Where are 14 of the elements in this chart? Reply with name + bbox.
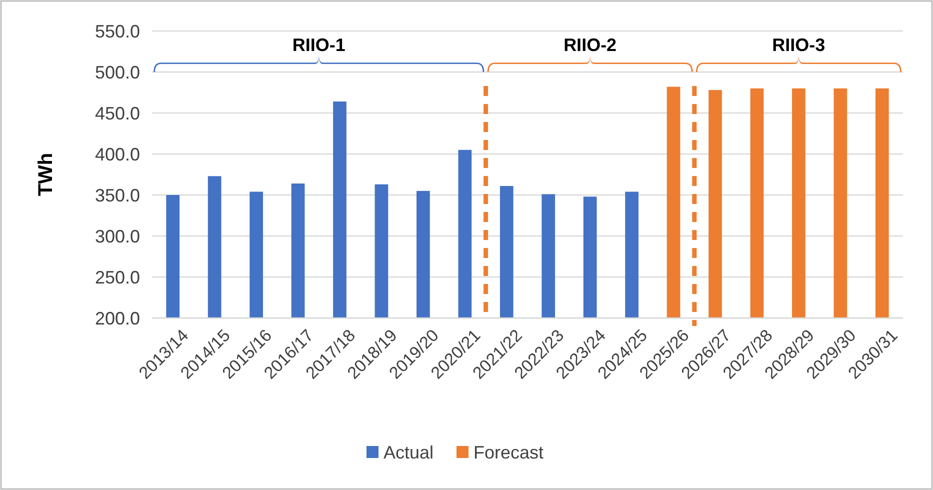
- legend-label: Actual: [384, 442, 434, 462]
- y-tick-label: 300.0: [94, 226, 140, 246]
- y-tick-label: 400.0: [94, 144, 140, 164]
- annotation: RIIO-2: [564, 35, 617, 55]
- y-axis-title: TWh: [35, 152, 57, 196]
- y-tick-label: 250.0: [94, 267, 140, 288]
- y-tick-label: 450.0: [94, 103, 140, 124]
- y-tick-label: 550.0: [94, 21, 140, 42]
- y-tick-label: 350.0: [94, 185, 140, 206]
- annotation: RIIO-3: [772, 35, 826, 55]
- y-tick-label: 500.0: [94, 62, 140, 82]
- annotation: RIIO-1: [292, 35, 346, 55]
- legend-label: Forecast: [474, 442, 544, 462]
- y-tick-label: 200.0: [94, 308, 140, 328]
